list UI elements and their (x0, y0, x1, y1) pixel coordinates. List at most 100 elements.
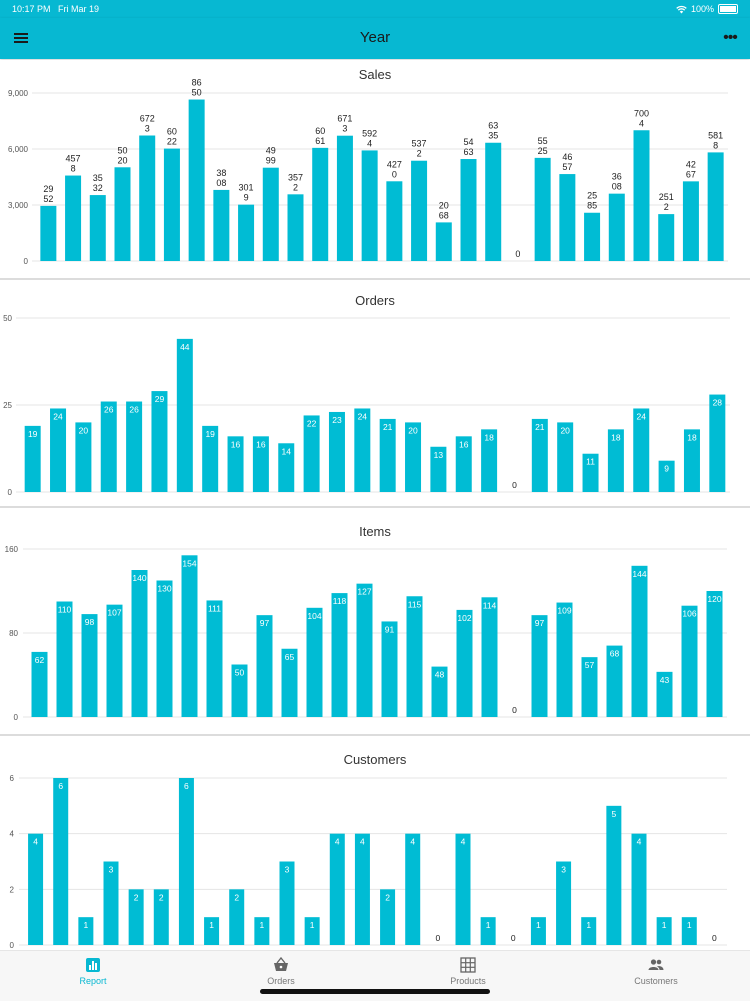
bar[interactable] (361, 150, 378, 261)
bar[interactable] (706, 591, 723, 717)
bar[interactable] (633, 130, 650, 261)
bar[interactable] (202, 425, 219, 492)
bar[interactable] (229, 889, 245, 945)
bar[interactable] (460, 159, 477, 261)
bar[interactable] (608, 193, 625, 261)
nav-tab-orders[interactable]: Orders (221, 951, 341, 1001)
bar[interactable] (356, 583, 373, 717)
bar[interactable] (163, 148, 180, 261)
bar[interactable] (303, 415, 320, 492)
bar[interactable] (354, 408, 371, 492)
bar[interactable] (176, 338, 193, 492)
nav-tab-report[interactable]: Report (33, 951, 153, 1001)
nav-tab-customers[interactable]: Customers (596, 951, 716, 1001)
bar[interactable] (262, 167, 279, 261)
bar[interactable] (681, 917, 697, 945)
bar[interactable] (238, 204, 255, 261)
bar[interactable] (683, 429, 700, 492)
bar[interactable] (336, 135, 353, 261)
bar[interactable] (584, 212, 601, 261)
bar[interactable] (128, 889, 144, 945)
bar[interactable] (531, 418, 548, 492)
bar[interactable] (481, 597, 498, 717)
bar[interactable] (40, 205, 57, 261)
bar[interactable] (329, 833, 345, 945)
bar[interactable] (252, 436, 269, 492)
bar[interactable] (707, 152, 724, 261)
bar[interactable] (531, 615, 548, 717)
bar[interactable] (50, 408, 67, 492)
bar[interactable] (379, 418, 396, 492)
bar[interactable] (304, 917, 320, 945)
bar[interactable] (534, 157, 551, 261)
bar[interactable] (256, 615, 273, 717)
bar[interactable] (581, 917, 597, 945)
bar[interactable] (81, 614, 98, 717)
bar[interactable] (405, 833, 421, 945)
bar[interactable] (557, 422, 574, 492)
bar[interactable] (606, 805, 622, 945)
bar[interactable] (254, 917, 270, 945)
bar[interactable] (656, 917, 672, 945)
bar[interactable] (278, 443, 295, 492)
bar[interactable] (559, 174, 576, 261)
bar[interactable] (156, 580, 173, 718)
bar[interactable] (656, 671, 673, 717)
bar[interactable] (480, 917, 496, 945)
bar[interactable] (281, 648, 298, 717)
bar[interactable] (28, 833, 44, 945)
bar[interactable] (151, 391, 168, 492)
bar[interactable] (606, 645, 623, 717)
bar[interactable] (456, 609, 473, 717)
bar[interactable] (455, 833, 471, 945)
bar[interactable] (633, 408, 650, 492)
bar[interactable] (354, 833, 370, 945)
bar[interactable] (188, 99, 205, 262)
bar[interactable] (430, 446, 447, 492)
bar[interactable] (153, 889, 169, 945)
bar[interactable] (78, 917, 94, 945)
bar[interactable] (631, 833, 647, 945)
bar[interactable] (485, 142, 502, 261)
bar[interactable] (331, 593, 348, 717)
bar[interactable] (481, 429, 498, 492)
bar[interactable] (204, 917, 220, 945)
bar[interactable] (556, 602, 573, 717)
bar[interactable] (114, 167, 131, 261)
bar[interactable] (56, 601, 73, 718)
bar[interactable] (126, 401, 143, 492)
bar[interactable] (682, 181, 699, 261)
bar[interactable] (405, 422, 422, 492)
bar[interactable] (24, 425, 41, 492)
bar[interactable] (607, 429, 624, 492)
bar[interactable] (581, 657, 598, 717)
hamburger-menu-icon[interactable] (14, 33, 28, 43)
bar[interactable] (306, 607, 323, 717)
bar[interactable] (213, 189, 230, 261)
bar[interactable] (279, 861, 295, 946)
bar[interactable] (75, 422, 92, 492)
bar[interactable] (381, 621, 398, 717)
bar[interactable] (386, 181, 403, 261)
more-options-icon[interactable]: ••• (723, 29, 738, 46)
bar[interactable] (631, 565, 648, 717)
nav-tab-products[interactable]: Products (408, 951, 528, 1001)
bar[interactable] (658, 460, 675, 492)
bar[interactable] (435, 222, 452, 261)
bar[interactable] (89, 195, 106, 261)
bar[interactable] (53, 778, 69, 945)
bar[interactable] (455, 436, 472, 492)
bar[interactable] (406, 596, 423, 717)
bar[interactable] (100, 401, 117, 492)
bar[interactable] (65, 175, 82, 261)
bar[interactable] (206, 600, 223, 717)
bar[interactable] (31, 651, 48, 717)
bar[interactable] (181, 555, 198, 717)
bar[interactable] (431, 666, 448, 717)
bar[interactable] (709, 394, 726, 492)
bar[interactable] (380, 889, 396, 945)
bar[interactable] (582, 453, 599, 492)
bar[interactable] (328, 411, 345, 492)
bar[interactable] (231, 664, 248, 718)
bar[interactable] (658, 214, 675, 261)
